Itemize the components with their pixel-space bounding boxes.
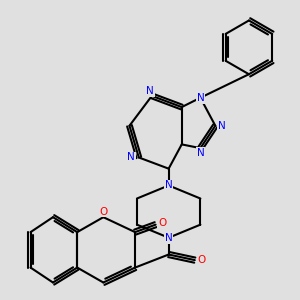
Text: O: O xyxy=(99,207,107,217)
Text: N: N xyxy=(128,152,135,163)
Text: N: N xyxy=(146,86,154,96)
Text: O: O xyxy=(158,218,166,228)
Text: N: N xyxy=(196,93,204,103)
Text: N: N xyxy=(196,148,204,158)
Text: N: N xyxy=(165,233,172,243)
Text: O: O xyxy=(197,255,206,265)
Text: N: N xyxy=(165,181,172,190)
Text: N: N xyxy=(218,121,226,131)
